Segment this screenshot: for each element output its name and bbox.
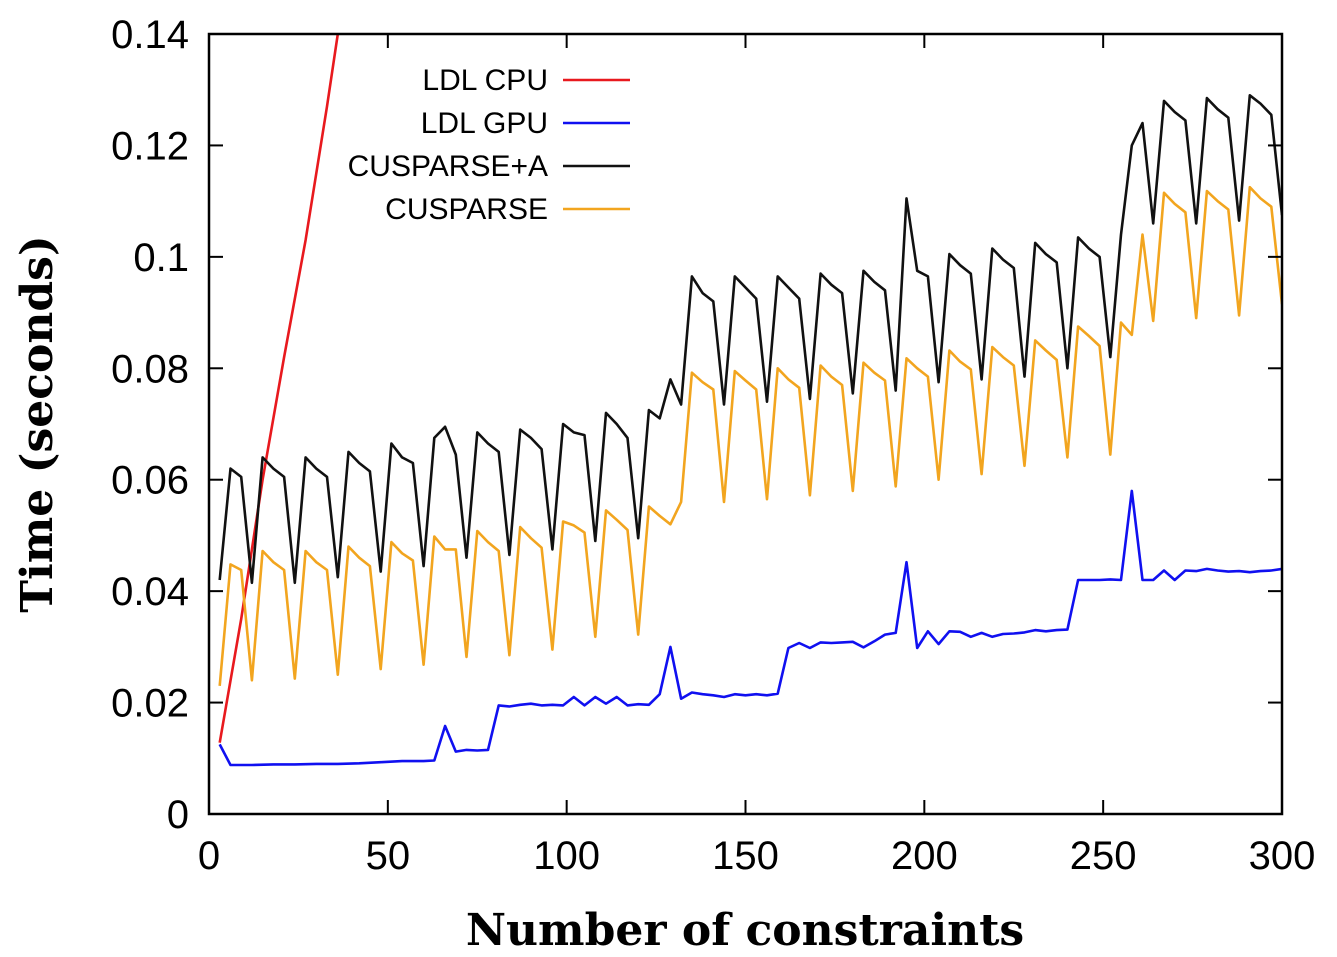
x-tick-label: 300 <box>1249 834 1316 878</box>
x-tick-label: 100 <box>533 834 600 878</box>
x-axis-title: Number of constraints <box>466 905 1024 956</box>
x-tick-label: 0 <box>198 834 220 878</box>
y-tick-label: 0.1 <box>133 236 189 280</box>
y-tick-label: 0.08 <box>111 347 189 391</box>
legend-label: CUSPARSE <box>385 193 548 226</box>
legend-label: LDL GPU <box>421 107 548 140</box>
y-tick-label: 0.14 <box>111 13 189 57</box>
x-tick-label: 200 <box>891 834 958 878</box>
legend-label: LDL CPU <box>422 64 548 97</box>
x-tick-label: 250 <box>1070 834 1137 878</box>
y-tick-label: 0.06 <box>111 459 189 503</box>
y-tick-label: 0.12 <box>111 124 189 168</box>
legend: LDL CPU LDL GPU CUSPARSE+A CUSPARSE <box>348 64 630 226</box>
x-tick-label: 50 <box>366 834 411 878</box>
series-line-ldl-cpu <box>218 34 340 743</box>
y-tick-label: 0 <box>167 793 189 837</box>
series-line-cusparse <box>218 185 1282 687</box>
series-line-ldl-gpu <box>218 489 1282 767</box>
axis-ticks: 0 50 100 150 200 250 300 0 0.02 0.04 0.06 0.08 0.1 0.… <box>111 13 1315 878</box>
y-tick-label: 0.04 <box>111 570 189 614</box>
series-line-cusparse-a <box>218 94 1282 585</box>
series-layer <box>218 34 1282 767</box>
y-axis-title: Time (seconds) <box>12 235 63 612</box>
x-tick-label: 150 <box>712 834 779 878</box>
y-tick-label: 0.02 <box>111 682 189 726</box>
legend-label: CUSPARSE+A <box>348 150 548 183</box>
